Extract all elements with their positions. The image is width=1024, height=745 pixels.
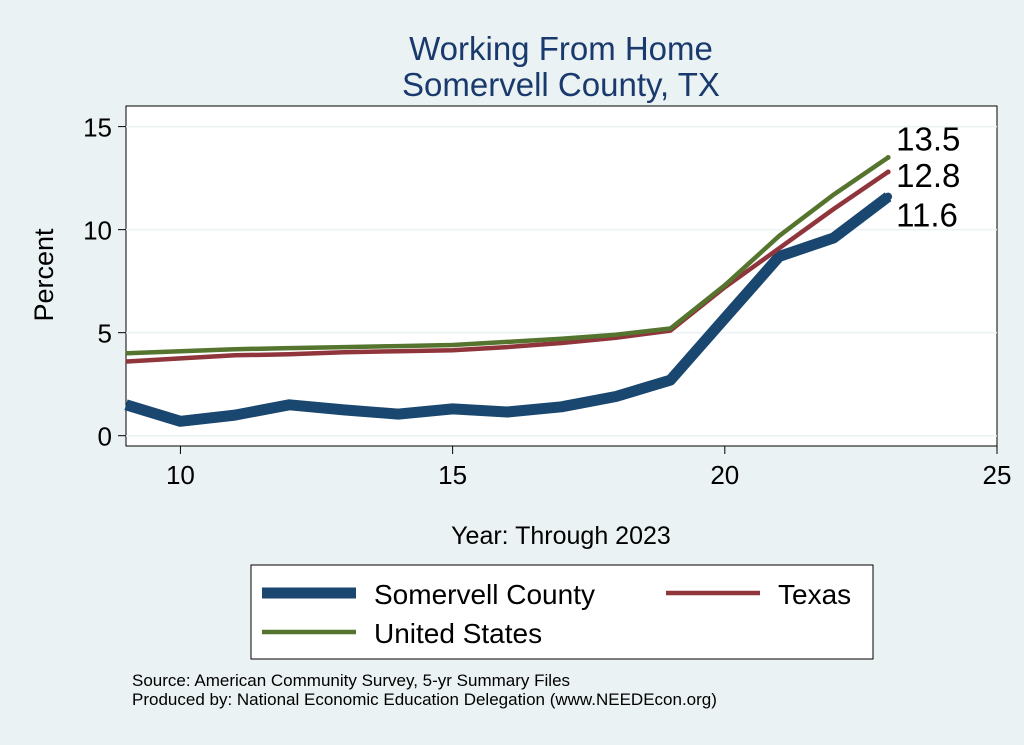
chart-subtitle: Somervell County, TX bbox=[402, 66, 720, 103]
legend: Somervell County Texas United States bbox=[250, 564, 874, 660]
x-tick-label: 20 bbox=[710, 460, 739, 490]
series-line-somervell-county bbox=[124, 192, 892, 427]
source-notes: Source: American Community Survey, 5-yr … bbox=[132, 671, 717, 709]
legend-label: Texas bbox=[778, 579, 851, 610]
chart-title: Working From Home bbox=[409, 30, 713, 67]
legend-label: Somervell County bbox=[374, 579, 595, 610]
y-axis-label: Percent bbox=[29, 228, 59, 322]
y-tick-label: 5 bbox=[98, 319, 112, 349]
series-end-point bbox=[885, 155, 891, 161]
series-line-texas bbox=[125, 170, 890, 364]
source-line: Source: American Community Survey, 5-yr … bbox=[132, 671, 571, 690]
end-label: 13.5 bbox=[896, 121, 960, 158]
gridlines bbox=[126, 125, 997, 437]
end-labels: 11.612.813.5 bbox=[896, 121, 960, 234]
x-axis-label: Year: Through 2023 bbox=[451, 522, 671, 550]
series-line-united-states bbox=[125, 155, 890, 356]
series-end-point bbox=[884, 192, 893, 201]
series-lines bbox=[124, 155, 893, 427]
plot-area bbox=[125, 105, 998, 447]
legend-label: United States bbox=[374, 618, 542, 649]
y-tick-label: 15 bbox=[83, 113, 112, 143]
x-tick-label: 15 bbox=[438, 460, 467, 490]
end-label: 11.6 bbox=[896, 197, 958, 234]
legend-box bbox=[250, 564, 874, 660]
x-tick-label: 10 bbox=[166, 460, 195, 490]
end-label: 12.8 bbox=[896, 157, 960, 194]
y-tick-label: 10 bbox=[83, 216, 112, 246]
producer-line: Produced by: National Economic Education… bbox=[132, 690, 717, 709]
x-tick-label: 25 bbox=[983, 460, 1012, 490]
y-tick-label: 0 bbox=[98, 422, 112, 452]
axes: 0 5 10 15 10 15 20 25 bbox=[83, 113, 1011, 490]
series-end-point bbox=[885, 169, 891, 175]
